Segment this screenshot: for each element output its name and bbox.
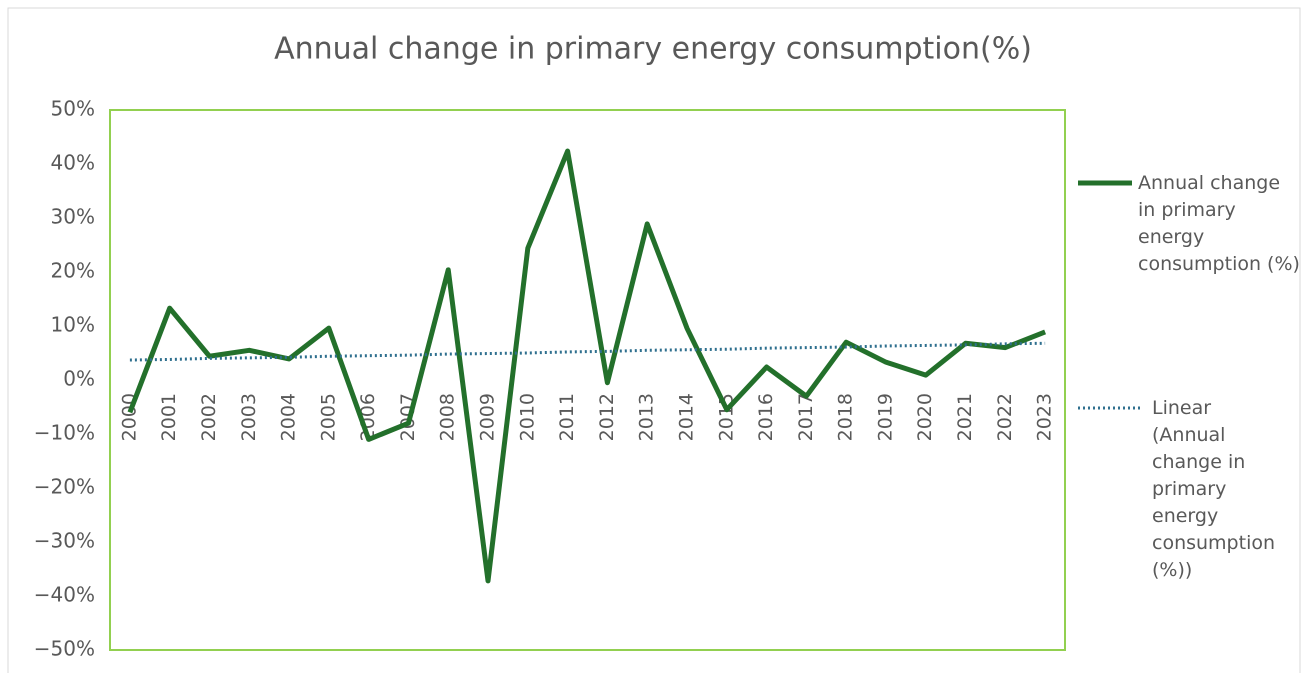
y-tick-label: 30%: [51, 205, 95, 229]
y-tick-label: −20%: [34, 475, 95, 499]
x-tick-label: 2005: [317, 393, 339, 441]
y-tick-label: 20%: [51, 259, 95, 283]
x-tick-label: 2018: [835, 393, 857, 441]
x-tick-label: 2012: [596, 393, 618, 441]
x-tick-label: 2001: [158, 393, 180, 441]
y-tick-label: 40%: [51, 151, 95, 175]
chart-title: Annual change in primary energy consumpt…: [274, 32, 1032, 67]
legend-label: Annual change in primary energy consumpt…: [1138, 172, 1300, 275]
x-tick-label: 2014: [675, 393, 697, 441]
x-tick-label: 2002: [198, 393, 220, 441]
x-tick-label: 2019: [874, 393, 896, 441]
legend-label: Linear (Annual change in primary energy …: [1152, 397, 1276, 581]
x-tick-label: 2023: [1034, 393, 1056, 441]
x-tick-label: 2008: [437, 393, 459, 441]
y-tick-label: 50%: [51, 97, 95, 121]
y-tick-label: −50%: [34, 637, 95, 661]
chart-border: [7, 7, 1301, 673]
x-tick-label: 2017: [795, 393, 817, 441]
x-tick-label: 2013: [636, 393, 658, 441]
x-tick-label: 2010: [516, 393, 538, 441]
y-tick-label: 0%: [63, 367, 95, 391]
x-tick-label: 2004: [278, 393, 300, 441]
x-tick-label: 2016: [755, 393, 777, 441]
x-tick-label: 2020: [914, 393, 936, 441]
data-line: [127, 148, 1047, 584]
y-tick-label: −10%: [34, 421, 95, 445]
x-tick-label: 2021: [954, 393, 976, 441]
x-tick-label: 2011: [556, 393, 578, 441]
x-tick-label: 2009: [477, 393, 499, 441]
x-tick-label: 2003: [238, 393, 260, 441]
y-tick-label: −30%: [34, 529, 95, 553]
plot-border: [109, 109, 1066, 651]
y-tick-label: 10%: [51, 313, 95, 337]
x-tick-label: 2022: [994, 393, 1016, 441]
y-tick-label: −40%: [34, 583, 95, 607]
